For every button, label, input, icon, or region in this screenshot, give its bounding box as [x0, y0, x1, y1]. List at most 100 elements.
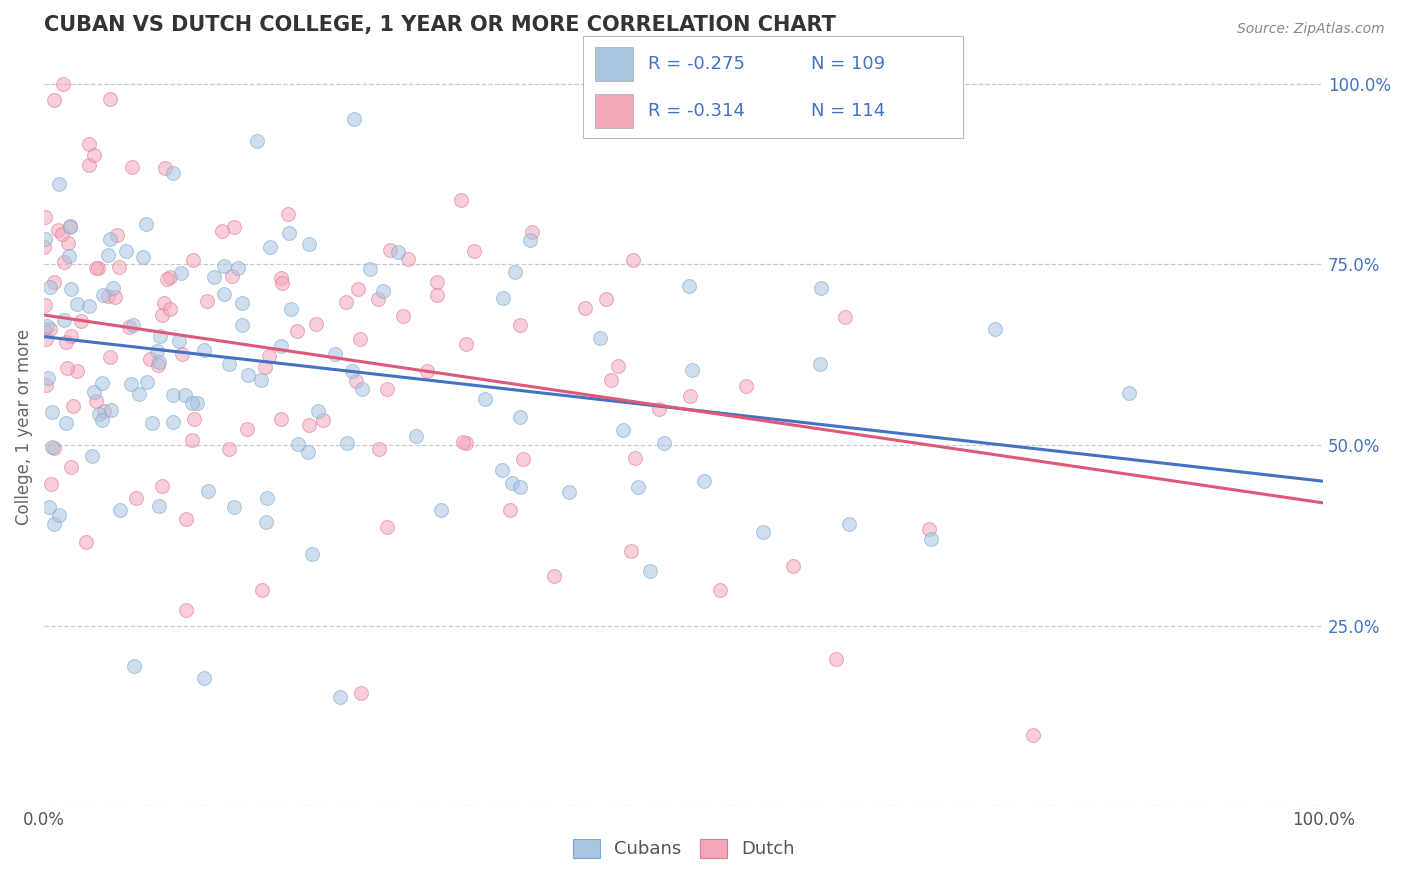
Text: N = 114: N = 114	[811, 102, 886, 120]
Point	[181, 433, 204, 447]
Point	[236, 422, 259, 436]
Point	[375, 383, 398, 397]
Point	[405, 429, 427, 443]
Point	[825, 652, 848, 666]
Point	[159, 301, 181, 316]
Point	[335, 294, 357, 309]
Point	[146, 343, 169, 358]
Point	[509, 318, 531, 333]
Point	[59, 282, 82, 296]
Point	[48, 508, 70, 523]
Point	[52, 313, 75, 327]
Point	[501, 475, 523, 490]
Point	[42, 516, 65, 531]
Point	[430, 503, 453, 517]
Point	[173, 388, 195, 402]
Point	[350, 685, 373, 699]
Point	[574, 301, 596, 315]
Point	[42, 93, 65, 107]
Point	[104, 290, 127, 304]
Point	[520, 225, 543, 239]
Point	[93, 403, 115, 417]
Point	[336, 435, 359, 450]
Point	[148, 499, 170, 513]
Point	[55, 334, 77, 349]
Point	[499, 503, 522, 517]
Point	[222, 220, 245, 235]
Point	[285, 325, 308, 339]
Point	[454, 435, 477, 450]
Point	[141, 417, 163, 431]
Point	[212, 286, 235, 301]
Point	[378, 243, 401, 257]
Point	[305, 317, 328, 331]
Point	[678, 278, 700, 293]
Point	[257, 349, 280, 363]
Point	[734, 379, 756, 393]
Point	[48, 177, 70, 191]
Point	[751, 525, 773, 540]
Point	[46, 223, 69, 237]
Point	[678, 389, 700, 403]
FancyBboxPatch shape	[595, 95, 633, 128]
Point	[221, 268, 243, 283]
Point	[97, 289, 120, 303]
Point	[80, 450, 103, 464]
Point	[98, 350, 121, 364]
Point	[66, 297, 89, 311]
Point	[342, 364, 364, 378]
Point	[558, 485, 581, 500]
Point	[174, 512, 197, 526]
Point	[270, 270, 292, 285]
Point	[620, 544, 643, 558]
Point	[226, 260, 249, 275]
Point	[180, 396, 202, 410]
Point	[59, 219, 82, 233]
Point	[259, 240, 281, 254]
Point	[474, 392, 496, 406]
Point	[193, 343, 215, 358]
Point	[416, 364, 439, 378]
Point	[193, 671, 215, 685]
Point	[612, 423, 634, 437]
Point	[38, 322, 60, 336]
Point	[693, 474, 716, 488]
Text: R = -0.275: R = -0.275	[648, 55, 745, 73]
Point	[35, 318, 58, 333]
Point	[97, 248, 120, 262]
Point	[368, 442, 391, 456]
Point	[125, 491, 148, 506]
Point	[41, 440, 63, 454]
Point	[139, 352, 162, 367]
Point	[250, 582, 273, 597]
Point	[623, 253, 645, 268]
Point	[117, 319, 139, 334]
Point	[367, 292, 389, 306]
Point	[108, 260, 131, 274]
Point	[607, 359, 630, 374]
Point	[463, 244, 485, 258]
Point	[838, 516, 860, 531]
Point	[301, 547, 323, 561]
Point	[100, 403, 122, 417]
Point	[1022, 728, 1045, 742]
Text: N = 109: N = 109	[811, 55, 886, 73]
Legend: Cubans, Dutch: Cubans, Dutch	[565, 832, 801, 865]
Point	[509, 480, 531, 494]
Point	[231, 318, 253, 332]
Point	[231, 295, 253, 310]
Point	[108, 503, 131, 517]
Point	[519, 233, 541, 247]
Point	[311, 413, 333, 427]
Point	[103, 281, 125, 295]
Point	[83, 148, 105, 162]
Point	[222, 500, 245, 514]
Point	[236, 368, 259, 382]
Point	[371, 284, 394, 298]
Point	[454, 337, 477, 351]
Point	[44, 442, 66, 456]
Point	[254, 515, 277, 529]
Point	[170, 266, 193, 280]
Point	[396, 252, 419, 267]
Point	[270, 339, 292, 353]
